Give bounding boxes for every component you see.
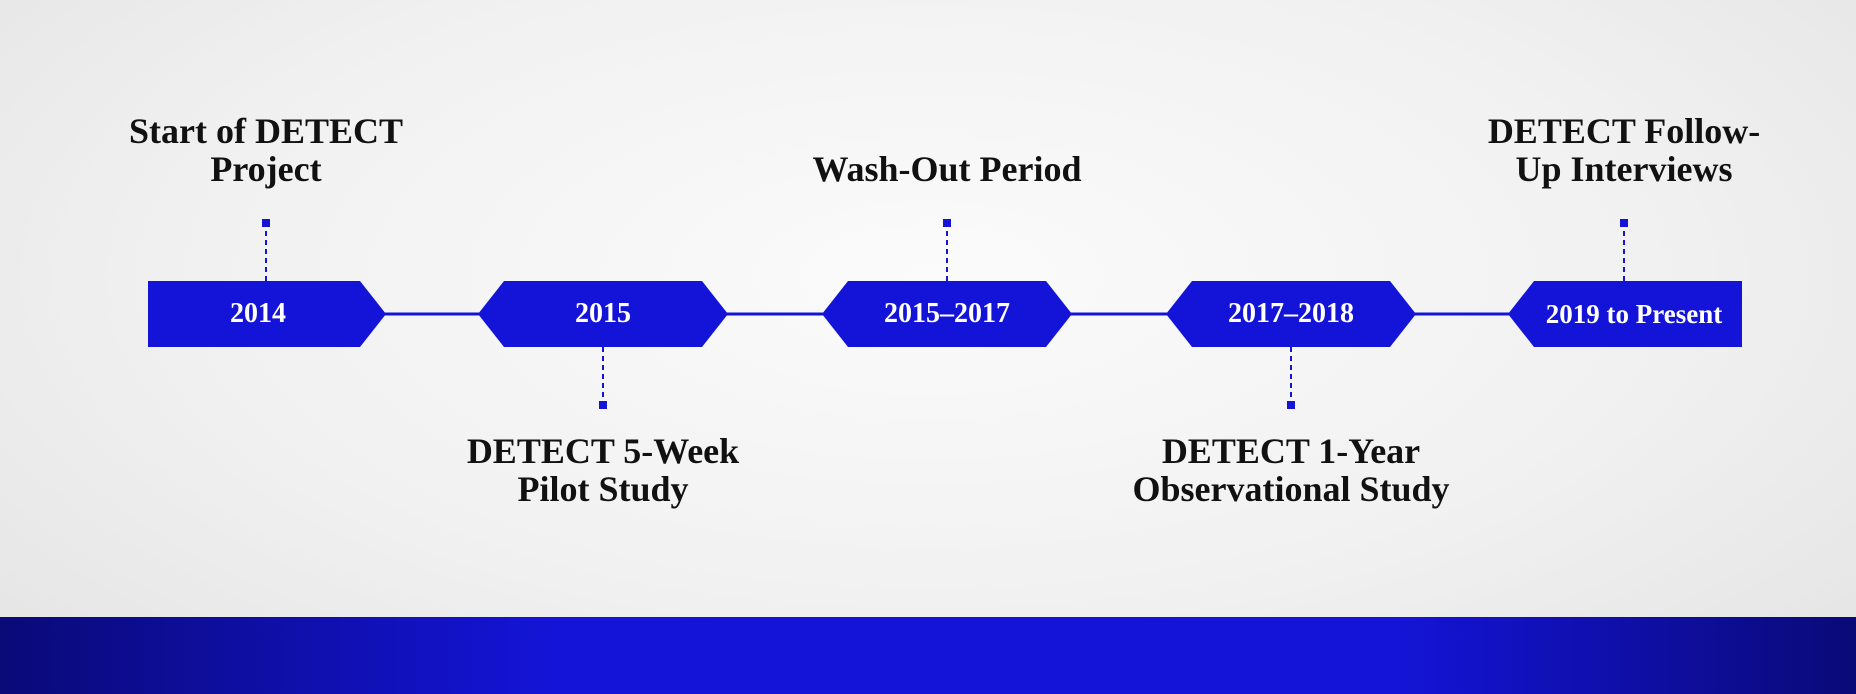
milestone-year: 2015–2017 xyxy=(884,298,1010,329)
milestone-year: 2017–2018 xyxy=(1228,298,1354,329)
milestone-marker xyxy=(478,281,728,347)
milestone-label: Wash-Out Period xyxy=(812,149,1082,189)
footer-band xyxy=(0,617,1856,694)
milestone-label: DETECT Follow-Up Interviews xyxy=(1487,111,1761,189)
leader-dot xyxy=(943,219,951,227)
leader-dot xyxy=(262,219,270,227)
timeline-graphic xyxy=(148,219,1742,409)
milestone-label: DETECT 5-Week Pilot Study xyxy=(466,431,740,509)
leader-dot xyxy=(599,401,607,409)
milestone-year: 2014 xyxy=(230,298,286,329)
milestone-year: 2019 to Present xyxy=(1545,299,1723,329)
milestone-label: Start of DETECT Project xyxy=(128,111,403,189)
milestone-label: DETECT 1-Year Observational Study xyxy=(1132,431,1450,509)
milestone-marker xyxy=(1508,281,1742,347)
leader-dot xyxy=(1287,401,1295,409)
milestone-marker xyxy=(148,281,386,347)
leader-dot xyxy=(1620,219,1628,227)
timeline-diagram: 2014 Start of DETECT Project 2015 DETECT 5-… xyxy=(128,111,1761,509)
milestone-year: 2015 xyxy=(575,298,631,329)
milestone-marker xyxy=(822,281,1072,347)
milestone-marker xyxy=(1166,281,1416,347)
